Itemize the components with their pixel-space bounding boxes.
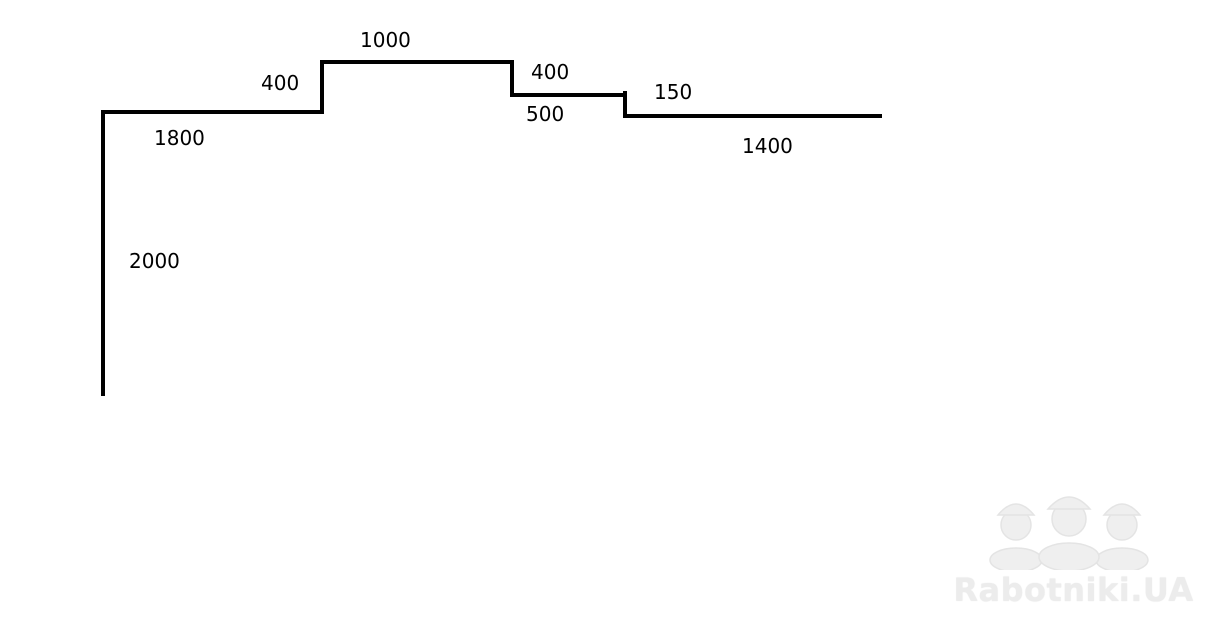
three-workers-helmet-icon [989,496,1149,573]
dimension-label-first-step-down: 400 [531,60,570,84]
dimension-label-second-step-down: 150 [654,80,693,104]
dimension-label-first-step-up: 400 [261,71,300,95]
watermark-text: Rabotniki.UA [953,571,1194,609]
dimension-label-last-horizontal: 1400 [742,134,793,158]
dimension-label-top-horizontal: 1000 [360,28,411,52]
dimension-label-left-wall: 2000 [129,249,180,273]
dimension-label-first-horizontal: 1800 [154,126,205,150]
dimension-label-middle-horizontal: 500 [526,102,565,126]
watermark: Rabotniki.UA [946,485,1201,610]
